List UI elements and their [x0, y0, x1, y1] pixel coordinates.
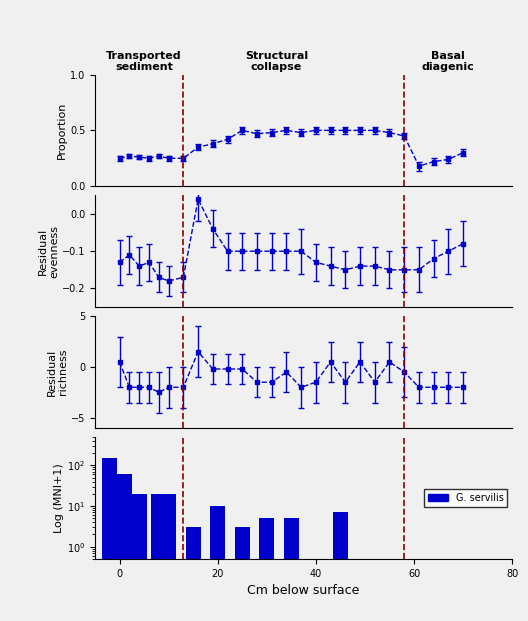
Bar: [210, 506, 225, 621]
Bar: [132, 494, 147, 621]
Text: Transported
sediment: Transported sediment: [106, 51, 182, 72]
Y-axis label: Residual
richness: Residual richness: [46, 348, 68, 396]
Bar: [117, 474, 132, 621]
Text: Basal
diagenic: Basal diagenic: [422, 51, 475, 72]
Bar: [186, 527, 201, 621]
Bar: [431, 559, 446, 621]
Text: Structural
collapse: Structural collapse: [245, 51, 308, 72]
Bar: [102, 458, 117, 621]
Legend: G. servilis: G. servilis: [425, 489, 507, 507]
Bar: [284, 519, 299, 621]
Bar: [333, 512, 348, 621]
Y-axis label: Proportion: Proportion: [57, 102, 67, 159]
Y-axis label: Residual
evenness: Residual evenness: [37, 225, 59, 278]
Bar: [259, 519, 274, 621]
Bar: [152, 494, 166, 621]
Y-axis label: Log (MNI+1): Log (MNI+1): [54, 463, 64, 533]
Bar: [161, 494, 176, 621]
X-axis label: Cm below surface: Cm below surface: [248, 584, 360, 597]
Bar: [235, 527, 250, 621]
